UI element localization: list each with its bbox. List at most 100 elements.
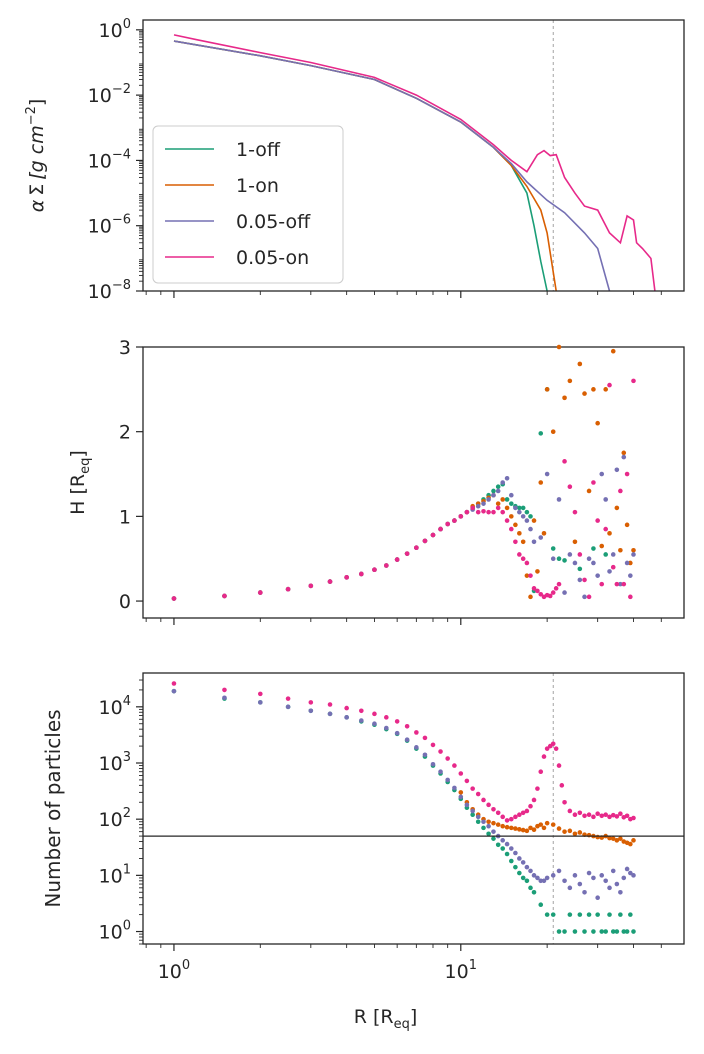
point-0.05-on	[327, 579, 333, 584]
point-0.05-off	[445, 777, 450, 783]
y-tick-label: 10−4	[88, 147, 131, 172]
point-1-on	[577, 830, 583, 835]
y-tick-label: 0	[119, 591, 131, 613]
point-1-on	[531, 518, 537, 523]
point-0.05-on	[372, 711, 377, 717]
point-0.05-on	[308, 583, 314, 589]
point-1-off	[475, 819, 481, 825]
point-1-off	[520, 505, 526, 511]
point-0.05-on	[582, 577, 587, 583]
y-tick-label: 10−2	[88, 82, 131, 107]
point-1-off	[513, 864, 518, 870]
point-1-off	[586, 912, 592, 917]
point-1-on	[577, 361, 583, 367]
point-0.05-on	[631, 815, 636, 821]
point-0.05-off	[577, 881, 583, 887]
point-1-on	[495, 822, 501, 827]
point-1-off	[614, 929, 620, 934]
point-0.05-off	[577, 577, 583, 583]
point-1-on	[595, 420, 600, 426]
ylabel-exp: −2	[24, 106, 39, 125]
y-tick-label: 102	[99, 806, 131, 831]
point-1-off	[618, 912, 623, 917]
y-axis-label: Number of particles	[41, 709, 65, 907]
point-1-on	[572, 831, 578, 837]
point-1-off	[504, 851, 510, 857]
point-1-on	[524, 573, 530, 578]
point-1-on	[509, 514, 514, 519]
point-1-on	[562, 829, 567, 834]
point-1-off	[517, 870, 522, 876]
point-0.05-on	[586, 594, 592, 600]
point-1-on	[607, 835, 612, 841]
point-1-off	[538, 431, 544, 436]
point-0.05-off	[562, 590, 567, 595]
point-0.05-off	[572, 873, 578, 878]
point-0.05-on	[464, 509, 470, 515]
point-0.05-off	[414, 745, 419, 750]
point-1-off	[610, 929, 616, 934]
point-1-on	[562, 395, 567, 401]
point-0.05-off	[550, 873, 556, 878]
y-tick-exp: −4	[112, 147, 131, 162]
point-0.05-off	[509, 492, 514, 498]
point-0.05-on	[422, 538, 428, 544]
point-1-on	[538, 480, 544, 485]
point-0.05-off	[308, 708, 314, 714]
point-0.05-off	[572, 560, 578, 566]
y-tick-exp: 1	[123, 862, 131, 877]
point-0.05-on	[464, 778, 470, 784]
point-0.05-off	[430, 761, 436, 767]
y-tick-base: 10	[99, 809, 123, 831]
point-0.05-off	[535, 875, 540, 881]
point-1-off	[572, 929, 578, 934]
point-0.05-on	[470, 505, 475, 511]
point-0.05-off	[550, 556, 556, 562]
point-0.05-off	[567, 885, 573, 891]
point-0.05-off	[603, 878, 608, 884]
point-1-on	[618, 547, 623, 553]
point-0.05-off	[582, 889, 587, 895]
point-0.05-on	[495, 810, 501, 816]
point-0.05-on	[452, 518, 457, 523]
point-1-on	[504, 824, 510, 830]
point-0.05-off	[582, 594, 587, 600]
point-1-on	[628, 560, 633, 566]
point-0.05-off	[544, 471, 550, 477]
point-0.05-on	[610, 812, 616, 818]
point-1-on	[458, 790, 464, 795]
point-0.05-off	[513, 505, 518, 511]
point-0.05-off	[624, 560, 630, 566]
point-1-off	[556, 929, 562, 934]
point-0.05-on	[327, 702, 333, 707]
point-0.05-off	[486, 823, 491, 829]
point-0.05-on	[394, 557, 400, 562]
point-1-on	[567, 378, 573, 384]
xlabel-main: R [R	[354, 1006, 394, 1028]
point-1-on	[535, 569, 540, 574]
legend: 1-off 1-on 0.05-off 0.05-on	[152, 125, 344, 284]
point-1-off	[562, 558, 567, 563]
point-1-off	[607, 912, 612, 917]
point-1-off	[528, 885, 533, 891]
point-0.05-on	[544, 746, 550, 751]
point-0.05-on	[257, 691, 263, 697]
point-0.05-on	[603, 526, 608, 532]
point-1-off	[577, 912, 583, 917]
point-0.05-on	[509, 816, 514, 822]
point-0.05-off	[491, 492, 496, 498]
point-0.05-on	[422, 735, 428, 741]
point-0.05-on	[414, 730, 419, 735]
point-0.05-on	[624, 813, 630, 819]
point-0.05-off	[372, 721, 377, 727]
point-0.05-on	[513, 539, 518, 545]
point-0.05-on	[621, 581, 627, 587]
point-0.05-on	[535, 786, 540, 791]
point-1-off	[504, 497, 510, 502]
point-1-off	[595, 912, 600, 917]
point-0.05-on	[595, 518, 600, 523]
point-0.05-on	[372, 567, 377, 573]
x-axis-label: R [Req]	[354, 1006, 418, 1032]
point-0.05-on	[404, 551, 410, 556]
point-1-off	[491, 836, 496, 841]
